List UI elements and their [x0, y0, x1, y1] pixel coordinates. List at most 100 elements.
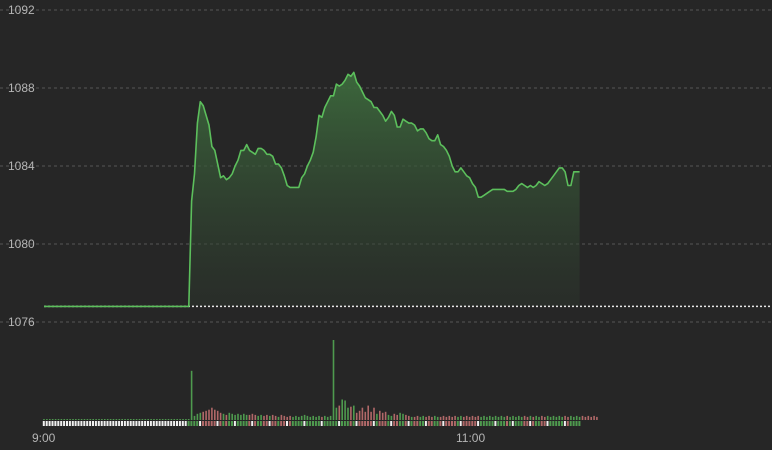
- time-strip-cell: [563, 421, 566, 426]
- time-strip-cell: [68, 421, 71, 426]
- volume-bar: [190, 370, 193, 420]
- time-strip-cell: [413, 421, 416, 426]
- time-strip-cell: [94, 421, 97, 426]
- volume-bar: [384, 411, 387, 420]
- volume-bar: [350, 406, 352, 420]
- volume-bar: [216, 410, 219, 420]
- volume-bar: [199, 412, 202, 420]
- volume-bar: [532, 416, 535, 420]
- volume-bar: [538, 416, 540, 420]
- volume-bar: [193, 415, 196, 420]
- time-strip-cell: [312, 421, 314, 426]
- volume-bar: [410, 416, 413, 420]
- time-strip-cell: [239, 421, 242, 426]
- time-strip-cell: [352, 421, 355, 426]
- volume-bar: [104, 419, 106, 420]
- volume-bar: [132, 419, 135, 420]
- time-strip-cell: [532, 421, 535, 426]
- volume-bar: [381, 412, 384, 420]
- volume-bar: [269, 415, 271, 420]
- volume-bar: [98, 419, 100, 420]
- volume-bar: [109, 419, 112, 420]
- price-line: [44, 71, 580, 308]
- time-strip-cell: [176, 421, 178, 426]
- volume-bar: [518, 415, 520, 420]
- volume-bar: [361, 407, 364, 420]
- time-strip-cell: [210, 421, 213, 426]
- volume-bar: [436, 416, 439, 420]
- volume-bar: [570, 415, 572, 420]
- volume-bar: [237, 413, 239, 420]
- volume-bar: [503, 416, 506, 420]
- time-strip-cell: [404, 421, 407, 426]
- time-strip-cell: [178, 421, 181, 426]
- volume-bar: [159, 419, 161, 420]
- volume-bar: [248, 414, 251, 420]
- volume-bar: [370, 411, 372, 420]
- time-strip-cell: [520, 421, 523, 426]
- time-strip-cell: [482, 421, 485, 426]
- time-strip-cell: [517, 421, 520, 426]
- volume-bar: [277, 416, 280, 420]
- volume-bar: [344, 400, 346, 420]
- time-strip-cell: [575, 421, 578, 426]
- time-strip-cell: [462, 421, 465, 426]
- time-strip-cell: [213, 421, 216, 426]
- volume-bar: [428, 415, 430, 420]
- time-strip-cell: [77, 421, 80, 426]
- time-strip-cell: [410, 421, 413, 426]
- volume-bar: [396, 414, 398, 420]
- time-strip-cell: [497, 421, 500, 426]
- time-strip-cell: [257, 421, 259, 426]
- y-tick-label: 1092: [8, 3, 35, 17]
- volume-bar: [434, 415, 436, 420]
- time-strip-cell: [572, 421, 575, 426]
- volume-bar: [60, 419, 63, 420]
- volume-bar: [240, 414, 242, 420]
- volume-bar: [596, 416, 598, 420]
- time-strip-cell: [181, 421, 184, 426]
- time-strip-cell: [288, 421, 291, 426]
- time-strip-cell: [523, 421, 526, 426]
- volume-bar: [544, 416, 546, 420]
- volume-bar: [176, 419, 178, 420]
- volume-bar: [130, 419, 132, 420]
- time-strip-cell: [89, 421, 92, 426]
- time-strip-cell: [265, 421, 268, 426]
- volume-bar: [422, 415, 424, 420]
- time-strip-cell: [479, 421, 482, 426]
- time-strip-cell: [233, 421, 236, 426]
- time-strip-cell: [546, 421, 549, 426]
- time-strip-cell: [196, 421, 199, 426]
- time-strip-cell: [83, 421, 86, 426]
- time-strip-cell: [297, 421, 300, 426]
- time-strip-cell: [494, 421, 497, 426]
- time-strip-cell: [118, 421, 121, 426]
- time-strip-cell: [364, 421, 367, 426]
- volume-bar: [491, 416, 494, 420]
- time-strip-cell: [442, 421, 445, 426]
- time-strip-cell: [126, 421, 129, 426]
- x-axis-ticks: 9:00 11:00: [32, 431, 485, 445]
- volume-bar: [512, 415, 514, 420]
- volume-bar: [335, 407, 338, 420]
- volume-bar: [390, 415, 393, 420]
- time-strip-cell: [286, 421, 288, 426]
- time-strip-cell: [477, 421, 480, 426]
- volume-bar: [558, 415, 561, 420]
- volume-bar: [115, 419, 118, 420]
- time-strip-cell: [184, 421, 187, 426]
- time-strip-cell: [100, 421, 103, 426]
- volume-bar: [425, 416, 427, 420]
- time-strip-cell: [152, 421, 155, 426]
- volume-bar: [367, 405, 369, 420]
- time-strip-cell: [398, 421, 401, 426]
- price-area-fill: [44, 72, 580, 307]
- x-tick-label: 9:00: [32, 431, 56, 445]
- time-strip-cell: [199, 421, 202, 426]
- time-strip-cell: [167, 421, 170, 426]
- volume-bar: [271, 414, 274, 420]
- time-strip-cell: [123, 421, 126, 426]
- volume-bar: [164, 419, 167, 420]
- time-strip-cell: [474, 421, 477, 426]
